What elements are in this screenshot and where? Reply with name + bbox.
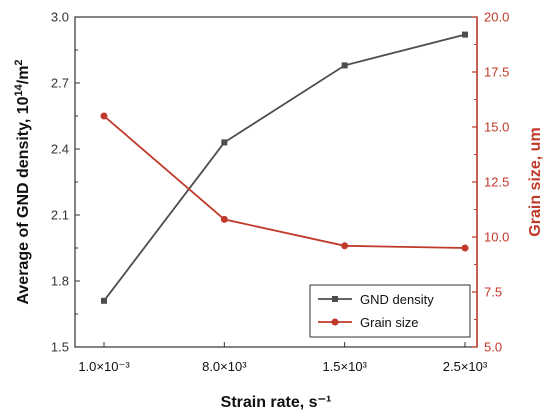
x-tick-label: 8.0×10³: [202, 359, 247, 374]
right-tick-label: 7.5: [484, 285, 502, 300]
grain-size-point: [100, 112, 108, 120]
left-tick-label: 2.7: [51, 76, 69, 91]
left-tick-label: 2.1: [51, 208, 69, 223]
grain-size-point: [341, 242, 349, 250]
left-tick-label: 3.0: [51, 10, 69, 25]
x-tick-label: 2.5×10³: [443, 359, 488, 374]
series-line-gnd-density: [103, 33, 466, 302]
right-tick-label: 5.0: [484, 340, 502, 355]
legend: GND density Grain size: [309, 284, 471, 338]
legend-gnd-marker: [332, 296, 338, 302]
series-layer: [100, 31, 469, 304]
x-tick-label: 1.5×10³: [322, 359, 367, 374]
right-tick-label: 15.0: [484, 120, 509, 135]
x-axis-title: Strain rate, s⁻¹: [221, 394, 332, 411]
legend-gnd-label: GND density: [360, 292, 434, 307]
left-axis-title: Average of GND density, 1014/m2: [13, 59, 32, 304]
legend-box: [309, 284, 471, 338]
right-tick-label: 12.5: [484, 175, 509, 190]
grain-size-point: [220, 215, 228, 223]
right-tick-label: 17.5: [484, 65, 509, 80]
left-tick-label: 1.5: [51, 340, 69, 355]
right-axis-title: Grain size, um: [527, 127, 544, 236]
series-line-grain-size: [103, 115, 466, 249]
right-tick-label: 10.0: [484, 230, 509, 245]
gnd-density-point: [101, 297, 107, 304]
legend-grain-marker: [331, 318, 339, 326]
left-axis-ticks: 1.5 1.8 2.1 2.4 2.7 3.0: [51, 10, 80, 355]
grain-size-point: [461, 244, 469, 252]
legend-grain-label: Grain size: [360, 315, 419, 330]
gnd-density-point: [341, 62, 348, 69]
right-axis-ticks: 5.0 7.5 10.0 12.5 15.0 17.5 20.0: [472, 10, 509, 355]
x-tick-label: 1.0×10⁻³: [78, 359, 130, 374]
gnd-density-point: [221, 139, 228, 146]
right-tick-label: 20.0: [484, 10, 509, 25]
left-tick-label: 2.4: [51, 142, 69, 157]
x-axis-ticks: 1.0×10⁻³ 8.0×10³ 1.5×10³ 2.5×10³: [78, 342, 488, 374]
left-tick-label: 1.8: [51, 274, 69, 289]
gnd-density-point: [462, 31, 468, 38]
